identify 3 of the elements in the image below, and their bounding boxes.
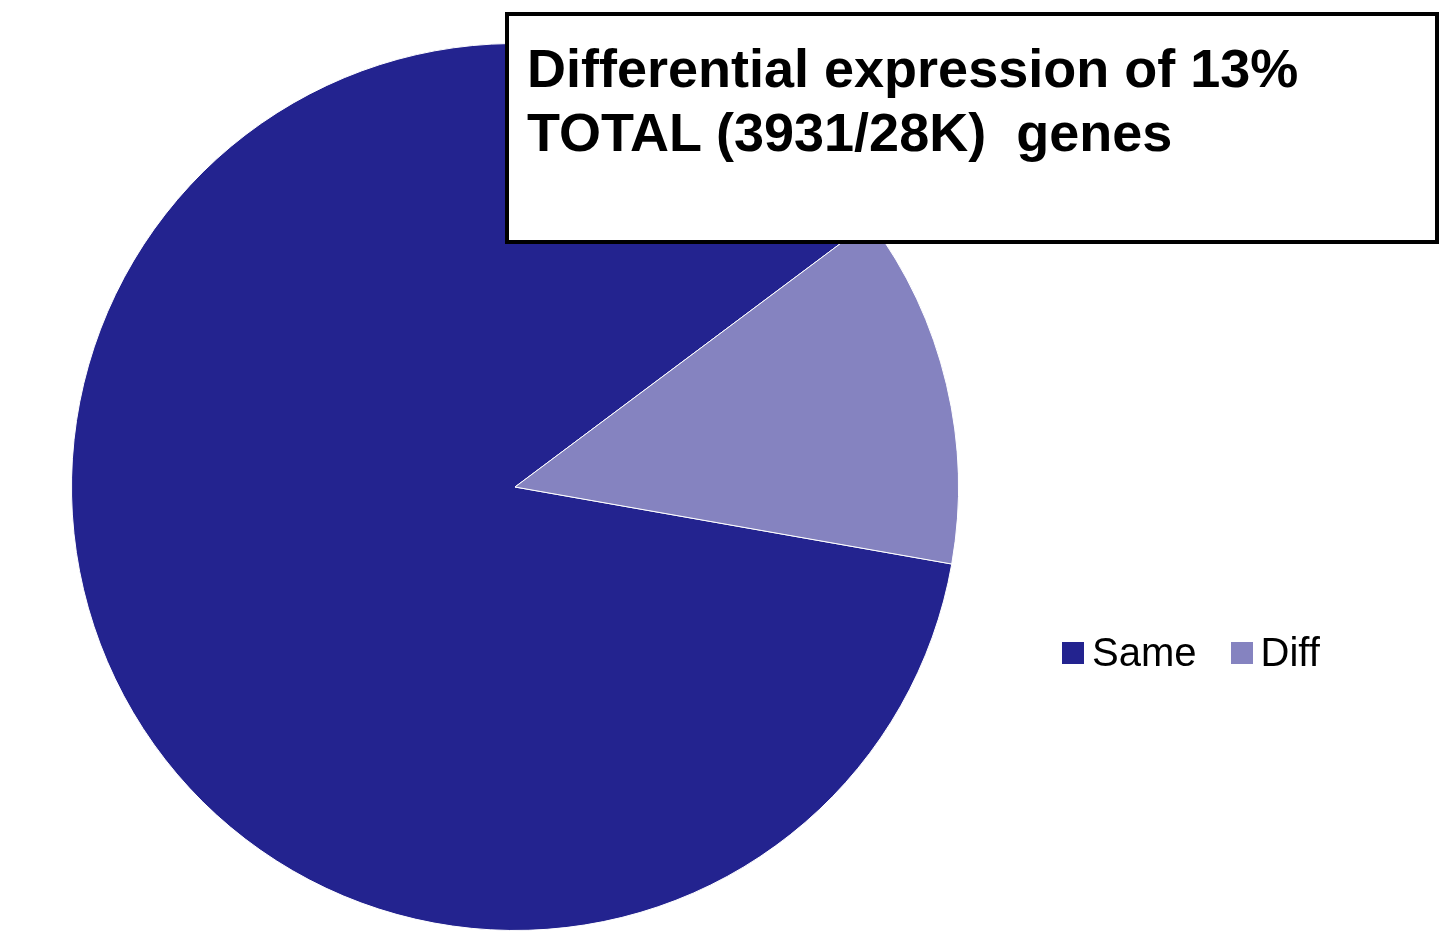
text: Differential expression of 13% TOTAL (3931/28K) genes (505, 12, 1439, 244)
legend-label: Diff (1260, 630, 1320, 675)
legend-label: Same (1092, 630, 1197, 675)
